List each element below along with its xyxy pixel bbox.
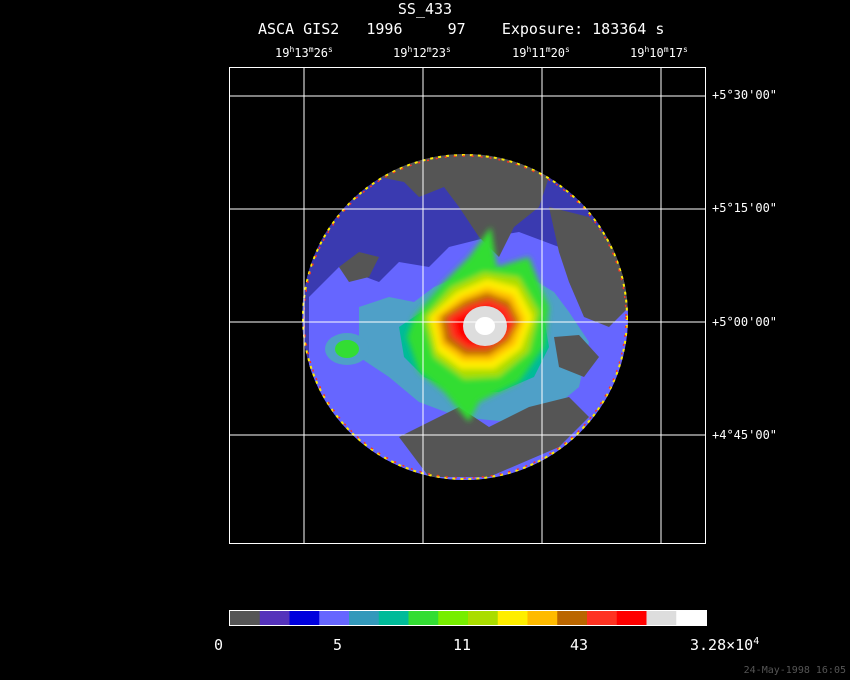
coordinate-grid <box>229 67 706 544</box>
colorbar-segment <box>289 611 320 625</box>
timestamp: 24-May-1998 16:05 <box>743 665 846 676</box>
colorbar-segment <box>468 611 499 625</box>
ra-tick-label: 19h13m26s <box>275 45 333 60</box>
colorbar-label: 43 <box>570 636 589 654</box>
colorbar-segment <box>378 611 409 625</box>
ra-tick-label: 19h11m20s <box>512 45 570 60</box>
dec-tick-label: +5°30'00" <box>712 88 778 102</box>
colorbar-segment <box>646 611 677 625</box>
observation-info: ASCA GIS2 1996 97 Exposure: 183364 s <box>258 20 665 38</box>
colorbar-border <box>229 610 707 626</box>
colorbar-label: 0 <box>214 636 224 654</box>
xray-image-panel <box>229 67 706 544</box>
detector-edge <box>302 154 628 480</box>
colorbar-segment <box>259 611 290 625</box>
colorbar-segment <box>319 611 350 625</box>
colorbar-segment <box>230 611 261 625</box>
colorbar <box>229 610 707 626</box>
colorbar-segment <box>497 611 528 625</box>
colorbar-label: 3.28×104 <box>690 636 760 654</box>
colorbar-segment <box>587 611 618 625</box>
dec-tick-label: +4°45'00" <box>712 428 778 442</box>
colorbar-label: 11 <box>453 636 472 654</box>
colorbar-segment <box>408 611 439 625</box>
colorbar-segment <box>438 611 469 625</box>
colorbar-segment <box>557 611 588 625</box>
colorbar-label: 5 <box>333 636 343 654</box>
ra-tick-label: 19h12m23s <box>393 45 451 60</box>
colorbar-segment <box>527 611 558 625</box>
colorbar-segment <box>349 611 380 625</box>
dec-tick-label: +5°15'00" <box>712 201 778 215</box>
image-title: SS_433 <box>397 0 453 18</box>
colorbar-segment <box>676 611 707 625</box>
colorbar-segment <box>616 611 647 625</box>
dec-tick-label: +5°00'00" <box>712 315 778 329</box>
ra-tick-label: 19h10m17s <box>630 45 688 60</box>
